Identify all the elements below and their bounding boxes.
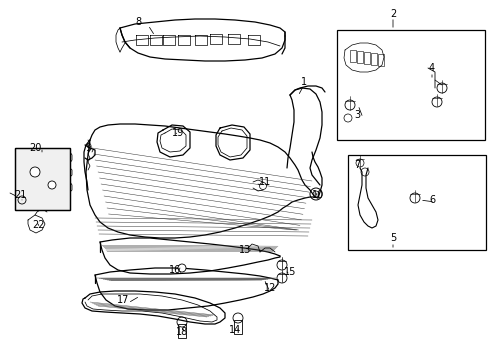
Text: 10: 10	[312, 190, 324, 200]
Text: 22: 22	[32, 220, 44, 230]
Text: 8: 8	[135, 17, 141, 27]
Text: 5: 5	[390, 233, 396, 243]
Bar	[348, 155, 486, 250]
Text: 19: 19	[172, 128, 184, 138]
Bar	[337, 30, 485, 140]
Text: 17: 17	[117, 295, 129, 305]
Text: 20: 20	[29, 143, 41, 153]
Text: 6: 6	[429, 195, 435, 205]
Text: 4: 4	[429, 63, 435, 73]
Text: 13: 13	[239, 245, 251, 255]
Bar	[357, 51, 363, 63]
Bar	[371, 53, 377, 65]
Text: 2: 2	[390, 9, 396, 19]
Text: 14: 14	[229, 325, 241, 335]
Bar	[15, 148, 70, 210]
Circle shape	[30, 167, 40, 177]
Bar	[178, 324, 186, 338]
Bar	[350, 50, 356, 62]
Bar	[378, 54, 384, 66]
Bar	[15, 148, 70, 210]
Text: 11: 11	[259, 177, 271, 187]
Text: 16: 16	[169, 265, 181, 275]
Circle shape	[260, 183, 267, 189]
Text: 9: 9	[85, 143, 91, 153]
Text: 21: 21	[14, 190, 26, 200]
Circle shape	[178, 264, 186, 272]
Bar	[234, 320, 242, 334]
Text: 18: 18	[176, 327, 188, 337]
Text: 15: 15	[284, 267, 296, 277]
Text: 7: 7	[354, 160, 360, 170]
Text: 1: 1	[301, 77, 307, 87]
Circle shape	[48, 181, 56, 189]
Text: 3: 3	[354, 110, 360, 120]
Text: 12: 12	[264, 283, 276, 293]
Bar	[364, 52, 370, 64]
